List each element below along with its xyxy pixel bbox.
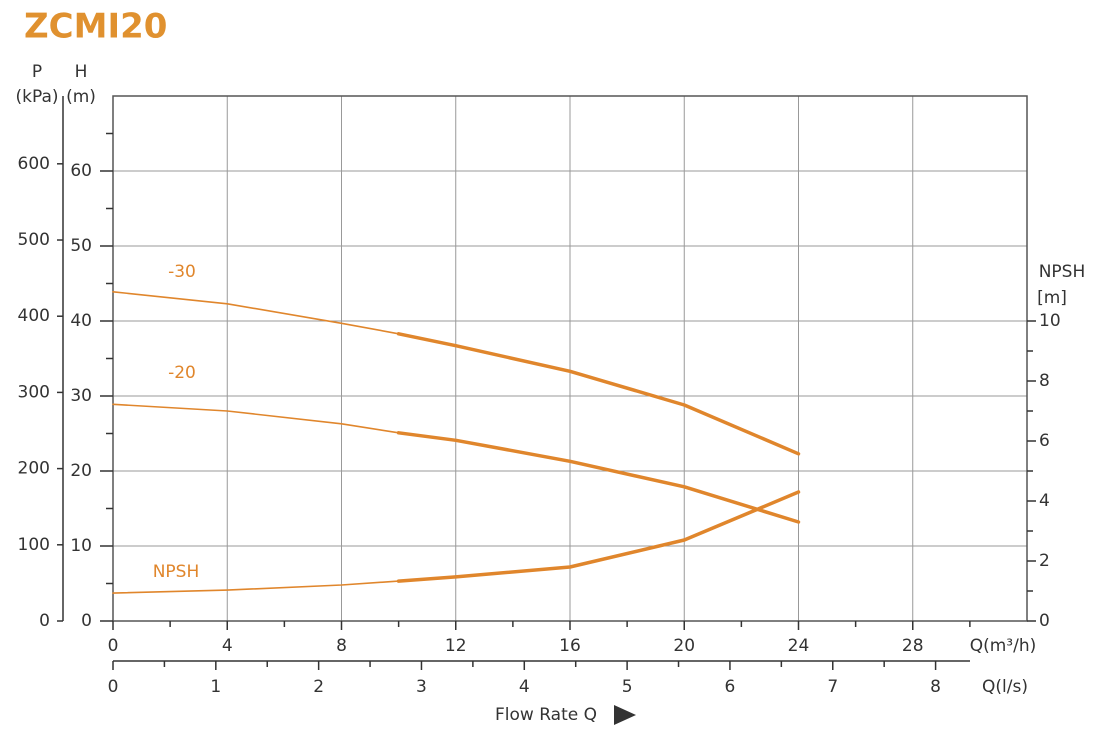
series-label: -20 bbox=[168, 363, 196, 383]
y2-tick-label: 0 bbox=[1039, 611, 1050, 631]
p-tick-label: 500 bbox=[18, 230, 50, 250]
y-tick-label: 40 bbox=[70, 311, 92, 331]
y-tick-label: 30 bbox=[70, 386, 92, 406]
x-tick-label: 0 bbox=[108, 636, 119, 656]
x-tick-label: 4 bbox=[222, 636, 233, 656]
p-tick-label: 400 bbox=[18, 306, 50, 326]
y-tick-label: 60 bbox=[70, 161, 92, 181]
series-label: NPSH bbox=[153, 562, 200, 582]
p-tick-label: 600 bbox=[18, 154, 50, 174]
series-label: -30 bbox=[168, 262, 196, 282]
y-tick-label: 0 bbox=[81, 611, 92, 631]
y-tick-label: 10 bbox=[70, 536, 92, 556]
arrow bbox=[614, 705, 636, 725]
x2-tick-label: 5 bbox=[622, 677, 633, 697]
chart-title: ZCMI20 bbox=[24, 7, 167, 47]
y-tick-label: 20 bbox=[70, 461, 92, 481]
x-tick-label: 16 bbox=[559, 636, 581, 656]
y-tick-label: 50 bbox=[70, 236, 92, 256]
p-tick-label: 100 bbox=[18, 535, 50, 555]
curve-line-operating bbox=[396, 431, 801, 524]
p-tick-label: 300 bbox=[18, 382, 50, 402]
axis-unit: (m) bbox=[66, 87, 96, 107]
axis-label: P bbox=[32, 62, 42, 82]
x2-tick-label: 4 bbox=[519, 677, 530, 697]
x2-tick-label: 8 bbox=[930, 677, 941, 697]
x2-tick-label: 3 bbox=[416, 677, 427, 697]
curve-line bbox=[112, 403, 400, 434]
p-tick-label: 0 bbox=[39, 611, 50, 631]
x-tick-label: 8 bbox=[336, 636, 347, 656]
y2-tick-label: 6 bbox=[1039, 431, 1050, 451]
x-tick-label: 20 bbox=[673, 636, 695, 656]
curve-line-operating bbox=[396, 490, 801, 583]
x2-tick-label: 1 bbox=[210, 677, 221, 697]
x-tick-label: 28 bbox=[902, 636, 924, 656]
x2-tick-label: 2 bbox=[313, 677, 324, 697]
x2-tick-label: 6 bbox=[725, 677, 736, 697]
x2-tick-label: 7 bbox=[827, 677, 838, 697]
axis-unit: [m] bbox=[1037, 288, 1067, 308]
axis-label: Q(l/s) bbox=[982, 677, 1028, 697]
axis-unit: (kPa) bbox=[15, 87, 58, 107]
y2-tick-label: 8 bbox=[1039, 371, 1050, 391]
x-tick-label: 24 bbox=[788, 636, 810, 656]
y2-tick-label: 4 bbox=[1039, 491, 1050, 511]
x-tick-label: 12 bbox=[445, 636, 467, 656]
curve-line bbox=[112, 291, 400, 335]
axis-title: Flow Rate Q bbox=[495, 705, 597, 725]
axis-label: H bbox=[75, 62, 88, 82]
axis-label: NPSH bbox=[1039, 262, 1086, 282]
curve-line bbox=[112, 580, 400, 594]
axis-label: Q(m³/h) bbox=[970, 636, 1037, 656]
y2-tick-label: 10 bbox=[1039, 311, 1061, 331]
curve-line-operating bbox=[396, 332, 801, 456]
y2-tick-label: 2 bbox=[1039, 551, 1050, 571]
x2-tick-label: 0 bbox=[108, 677, 119, 697]
p-tick-label: 200 bbox=[18, 459, 50, 479]
